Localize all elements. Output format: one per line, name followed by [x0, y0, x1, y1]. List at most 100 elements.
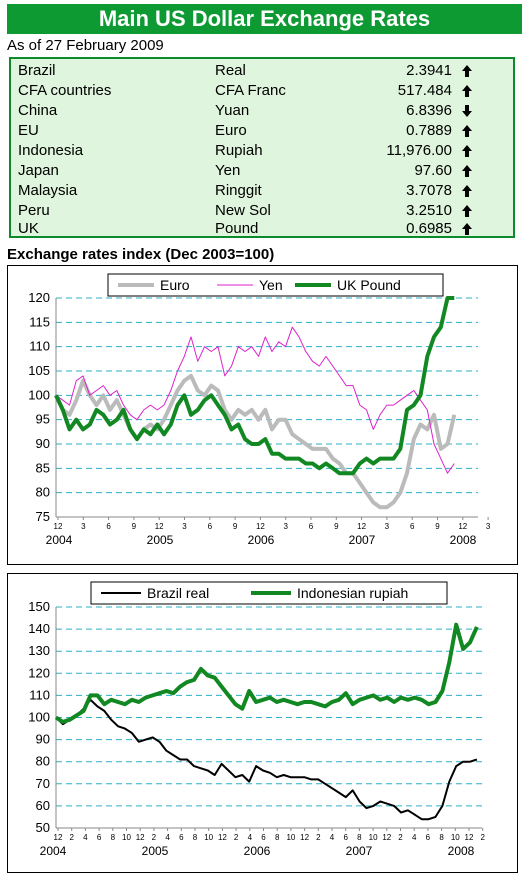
as-of-date: As of 27 February 2009 [7, 37, 164, 54]
rate-country: China [18, 102, 58, 119]
x-tick-label: 6 [106, 522, 111, 531]
x-tick-label: 12 [382, 833, 391, 842]
exchange-rate-index-plot: 75 80 85 90 95 100 105 110 115 120 12 3 6 9 12 3 6 9 12 3 6 9… [28, 273, 491, 547]
rate-value: 3.7078 [406, 182, 452, 199]
arrow-up-icon [462, 85, 472, 97]
y-tick-label: 115 [29, 314, 50, 329]
arrow-up-icon [462, 65, 472, 77]
rate-value: 11,976.00 [386, 142, 452, 159]
series-line-brazil-real [55, 698, 478, 821]
year-label: 2006 [244, 844, 271, 858]
year-label: 2004 [46, 533, 73, 547]
y-tick-label: 75 [36, 509, 50, 524]
section-title: Exchange rates index (Dec 2003=100) [7, 246, 275, 263]
year-label: 2008 [450, 533, 477, 547]
x-tick-label: 12 [357, 522, 366, 531]
x-tick-label: 3 [283, 522, 288, 531]
rate-currency: Rupiah [215, 142, 263, 159]
x-tick-label: 6 [309, 522, 314, 531]
arrow-up-icon [462, 165, 472, 177]
y-tick-label: 90 [36, 732, 50, 747]
y-tick-label: 120 [28, 290, 50, 305]
x-tick-label: 4 [412, 833, 417, 842]
year-label: 2007 [346, 844, 373, 858]
y-tick-label: 95 [36, 412, 50, 427]
x-tick-label: 3 [486, 522, 491, 531]
x-tick-label: 4 [248, 833, 253, 842]
rate-value: 3.2510 [406, 202, 452, 219]
x-tick-label: 2 [398, 833, 403, 842]
arrow-up-icon [462, 185, 472, 197]
x-tick-label: 6 [179, 833, 184, 842]
x-tick-label: 9 [435, 522, 440, 531]
rate-currency: Ringgit [215, 182, 262, 199]
rate-country: EU [18, 122, 39, 139]
y-tick-label: 70 [36, 776, 50, 791]
rate-currency: Yuan [215, 102, 250, 119]
rate-row-cfa: CFA countries CFA Franc 517.484 [11, 81, 513, 101]
arrow-up-icon [462, 125, 472, 137]
y-tick-label: 100 [28, 710, 50, 725]
y-tick-label: 85 [36, 460, 50, 475]
y-tick-label: 110 [29, 687, 50, 702]
x-tick-label: 3 [385, 522, 390, 531]
legend-label-yen: Yen [259, 277, 283, 293]
x-tick-label: 2 [316, 833, 321, 842]
x-tick-label: 12 [458, 522, 467, 531]
y-tick-label: 105 [28, 363, 50, 378]
arrow-up-icon [462, 223, 472, 235]
y-tick-label: 60 [36, 798, 50, 813]
rate-row-brazil: Brazil Real 2.3941 [11, 61, 513, 81]
x-tick-label: 8 [275, 833, 280, 842]
x-tick-label: 10 [451, 833, 460, 842]
x-tick-label: 3 [81, 522, 86, 531]
x-tick-label: 10 [204, 833, 213, 842]
year-label: 2005 [142, 844, 169, 858]
x-tick-label: 12 [256, 522, 265, 531]
x-tick-label: 10 [122, 833, 131, 842]
rate-row-uk: UK Pound 0.6985 [11, 219, 513, 239]
x-tick-label: 4 [83, 833, 88, 842]
x-tick-label: 4 [165, 833, 170, 842]
series-line-yen [55, 326, 455, 474]
rate-country: Indonesia [18, 142, 84, 159]
arrow-up-icon [462, 145, 472, 157]
x-tick-label: 12 [218, 833, 227, 842]
x-tick-label: 12 [54, 833, 63, 842]
exchange-rate-index-chart: 75 80 85 90 95 100 105 110 115 120 12 3 6 9 12 3 6 9 12 3 6 9… [7, 265, 518, 565]
x-tick-label: 6 [97, 833, 102, 842]
rate-row-china: China Yuan 6.8396 [11, 101, 513, 121]
series-line-euro [54, 373, 457, 510]
x-tick-label: 6 [208, 522, 213, 531]
rate-row-indonesia: Indonesia Rupiah 11,976.00 [11, 141, 513, 161]
rate-currency: CFA Franc [215, 82, 286, 99]
rate-currency: New Sol [215, 202, 271, 219]
rate-country: Japan [18, 162, 59, 179]
rate-country: Malaysia [18, 182, 78, 199]
x-tick-label: 6 [426, 833, 431, 842]
x-tick-label: 3 [182, 522, 187, 531]
x-tick-label: 8 [193, 833, 198, 842]
rate-currency: Pound [215, 220, 259, 237]
y-tick-label: 120 [28, 665, 50, 680]
rate-country: Brazil [18, 62, 56, 79]
y-tick-label: 90 [36, 436, 50, 451]
rate-value: 97.60 [414, 162, 452, 179]
x-tick-label: 10 [369, 833, 378, 842]
year-label: 2004 [40, 844, 67, 858]
x-tick-label: 6 [410, 522, 415, 531]
y-tick-label: 50 [36, 820, 50, 835]
x-tick-label: 2 [480, 833, 485, 842]
year-label: 2005 [147, 533, 174, 547]
rate-row-peru: Peru New Sol 3.2510 [11, 201, 513, 221]
page-title: Main US Dollar Exchange Rates [7, 4, 522, 34]
rate-currency: Yen [215, 162, 241, 179]
x-tick-label: 12 [54, 522, 63, 531]
x-tick-label: 6 [343, 833, 348, 842]
y-tick-label: 140 [28, 621, 50, 636]
legend-label-uk-pound: UK Pound [337, 277, 401, 293]
rate-country: Peru [18, 202, 50, 219]
x-tick-label: 2 [152, 833, 157, 842]
x-tick-label: 8 [111, 833, 116, 842]
